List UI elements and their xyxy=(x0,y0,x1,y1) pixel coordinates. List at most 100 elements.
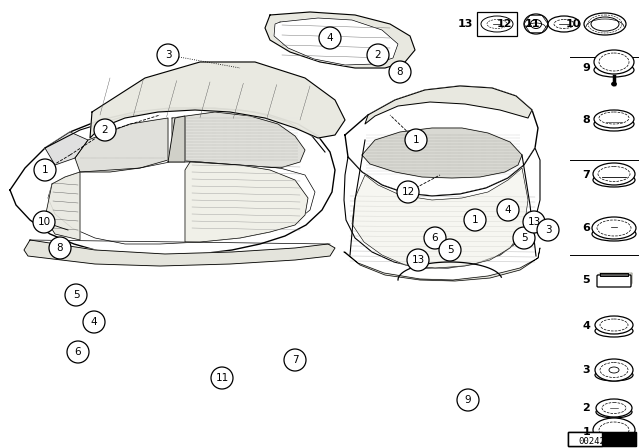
Circle shape xyxy=(439,239,461,261)
Text: 1: 1 xyxy=(413,135,419,145)
Bar xyxy=(568,432,636,446)
Ellipse shape xyxy=(596,399,632,417)
Text: 8: 8 xyxy=(57,243,63,253)
Circle shape xyxy=(464,209,486,231)
Circle shape xyxy=(497,199,519,221)
Polygon shape xyxy=(345,86,538,196)
Text: 13: 13 xyxy=(412,255,424,265)
Text: 5: 5 xyxy=(447,245,453,255)
Circle shape xyxy=(67,341,89,363)
Polygon shape xyxy=(10,108,335,256)
Polygon shape xyxy=(352,168,528,268)
Circle shape xyxy=(319,27,341,49)
Circle shape xyxy=(33,211,55,233)
Ellipse shape xyxy=(584,13,626,35)
Ellipse shape xyxy=(591,17,619,31)
Ellipse shape xyxy=(595,325,633,337)
Text: 9: 9 xyxy=(582,63,590,73)
Circle shape xyxy=(397,181,419,203)
Ellipse shape xyxy=(593,163,635,185)
Polygon shape xyxy=(365,86,532,124)
Bar xyxy=(568,432,636,446)
Polygon shape xyxy=(630,273,632,286)
Polygon shape xyxy=(274,18,398,65)
Circle shape xyxy=(405,129,427,151)
Circle shape xyxy=(83,311,105,333)
Circle shape xyxy=(389,61,411,83)
Text: 9: 9 xyxy=(465,395,471,405)
Text: 1: 1 xyxy=(42,165,48,175)
Ellipse shape xyxy=(594,117,634,131)
Text: 6: 6 xyxy=(582,223,590,233)
Circle shape xyxy=(157,44,179,66)
Text: 8: 8 xyxy=(397,67,403,77)
Text: 4: 4 xyxy=(326,33,333,43)
Polygon shape xyxy=(75,118,168,172)
Ellipse shape xyxy=(481,16,513,32)
Polygon shape xyxy=(598,273,632,276)
Circle shape xyxy=(211,367,233,389)
Polygon shape xyxy=(24,240,335,266)
Circle shape xyxy=(523,211,545,233)
Circle shape xyxy=(65,284,87,306)
Ellipse shape xyxy=(595,369,633,381)
Text: 5: 5 xyxy=(73,290,79,300)
Ellipse shape xyxy=(611,82,616,86)
Polygon shape xyxy=(90,62,345,138)
Text: 5: 5 xyxy=(582,275,590,285)
Text: 1: 1 xyxy=(582,427,590,437)
Text: 6: 6 xyxy=(432,233,438,243)
Text: 7: 7 xyxy=(582,170,590,180)
Bar xyxy=(568,432,602,446)
Ellipse shape xyxy=(596,406,632,418)
Bar xyxy=(477,12,517,36)
Ellipse shape xyxy=(595,316,633,334)
Ellipse shape xyxy=(593,430,635,444)
Circle shape xyxy=(424,227,446,249)
Circle shape xyxy=(407,249,429,271)
Text: 11: 11 xyxy=(216,373,228,383)
Polygon shape xyxy=(45,172,80,240)
Text: 2: 2 xyxy=(102,125,108,135)
Text: 1: 1 xyxy=(472,215,478,225)
Text: 8: 8 xyxy=(582,115,590,125)
Text: 3: 3 xyxy=(545,225,551,235)
Polygon shape xyxy=(45,132,88,165)
Ellipse shape xyxy=(593,173,635,187)
Text: 4: 4 xyxy=(582,321,590,331)
Text: 5: 5 xyxy=(521,233,527,243)
Text: 12: 12 xyxy=(497,19,512,29)
Circle shape xyxy=(457,389,479,411)
Text: 13: 13 xyxy=(527,217,541,227)
Ellipse shape xyxy=(593,418,635,442)
Ellipse shape xyxy=(594,63,634,77)
Circle shape xyxy=(537,219,559,241)
Text: 2: 2 xyxy=(582,403,590,413)
Circle shape xyxy=(367,44,389,66)
Ellipse shape xyxy=(524,14,548,34)
Ellipse shape xyxy=(594,50,634,74)
Ellipse shape xyxy=(592,227,636,241)
Ellipse shape xyxy=(595,359,633,381)
Ellipse shape xyxy=(531,20,541,29)
Text: 7: 7 xyxy=(292,355,298,365)
Polygon shape xyxy=(172,112,305,168)
FancyBboxPatch shape xyxy=(597,275,631,287)
Text: 6: 6 xyxy=(75,347,81,357)
Polygon shape xyxy=(265,12,415,68)
Polygon shape xyxy=(344,148,540,268)
Text: 4: 4 xyxy=(91,317,97,327)
Text: 4: 4 xyxy=(505,205,511,215)
Circle shape xyxy=(34,159,56,181)
Text: 3: 3 xyxy=(582,365,590,375)
Text: 11: 11 xyxy=(525,19,540,29)
Polygon shape xyxy=(185,162,308,242)
Polygon shape xyxy=(168,116,185,162)
Ellipse shape xyxy=(548,16,580,32)
Circle shape xyxy=(513,227,535,249)
Text: 10: 10 xyxy=(566,19,581,29)
Text: 10: 10 xyxy=(37,217,51,227)
Circle shape xyxy=(49,237,71,259)
Text: 2: 2 xyxy=(374,50,381,60)
Text: 00242524: 00242524 xyxy=(579,437,621,446)
